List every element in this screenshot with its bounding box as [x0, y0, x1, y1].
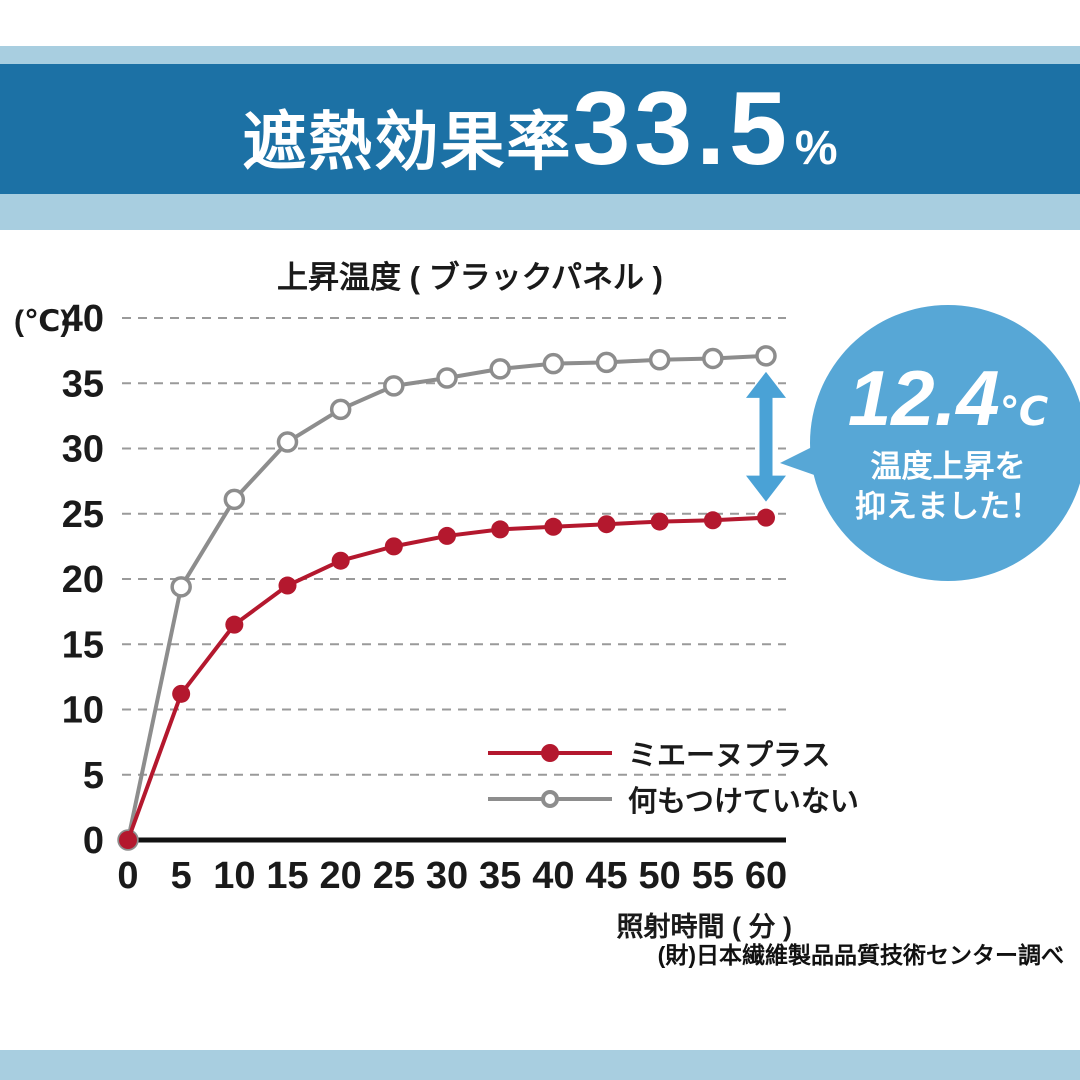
header-title-unit: %: [794, 122, 838, 175]
mid-stripe: [0, 194, 1080, 230]
series-markers-1: [117, 345, 777, 851]
annotation-text-line2: 抑えました！: [855, 489, 1041, 524]
annotation-text-line1: 温度上昇を: [870, 448, 1026, 484]
legend-item-nothing: 何もつけていない: [488, 784, 859, 818]
svg-text:60: 60: [745, 855, 787, 897]
bottom-stripe: [0, 1050, 1080, 1080]
annotation-value: 12.4℃: [848, 359, 1048, 437]
svg-text:35: 35: [62, 363, 104, 405]
source-credit: (財)日本繊維製品品質技術センター調べ: [657, 942, 1064, 968]
x-tick-labels: 0 5 10 15 20 25 30 35 40 45 50 55 60: [117, 855, 787, 897]
svg-text:50: 50: [639, 855, 681, 897]
x-axis-label: 照射時間 ( 分 ): [617, 912, 793, 942]
header-title-prefix: 遮熱効果率: [242, 106, 573, 178]
header-band: 遮熱効果率 33.5 %: [0, 64, 1080, 194]
svg-text:20: 20: [62, 559, 104, 601]
top-stripe: [0, 46, 1080, 64]
svg-text:25: 25: [62, 494, 104, 536]
annotation-unit: ℃: [999, 389, 1049, 434]
chart-title: 上昇温度 ( ブラックパネル ): [277, 260, 663, 295]
series-markers-0: [119, 508, 775, 849]
svg-text:0: 0: [117, 855, 138, 897]
svg-text:40: 40: [532, 855, 574, 897]
svg-text:30: 30: [426, 855, 468, 897]
difference-arrow: [746, 371, 786, 502]
svg-text:25: 25: [373, 855, 415, 897]
y-axis-unit: (℃): [14, 305, 70, 338]
svg-text:0: 0: [83, 820, 104, 862]
svg-text:15: 15: [62, 624, 104, 666]
svg-text:5: 5: [171, 855, 192, 897]
bubble-tail: [780, 443, 820, 477]
legend-label: ミエーヌプラス: [628, 740, 831, 772]
legend-line-red: [488, 744, 612, 762]
legend-line-gray: [488, 790, 612, 808]
y-tick-labels: 0 5 10 15 20 25 30 35 40: [62, 298, 104, 862]
gridlines: [122, 317, 786, 776]
svg-text:45: 45: [585, 855, 627, 897]
svg-text:10: 10: [213, 855, 255, 897]
svg-text:20: 20: [320, 855, 362, 897]
annotation-number: 12.4: [847, 353, 1000, 442]
legend-item-mienne: ミエーヌプラス: [488, 738, 859, 772]
svg-text:40: 40: [62, 298, 104, 340]
legend-label: 何もつけていない: [628, 786, 859, 818]
svg-text:55: 55: [692, 855, 734, 897]
svg-text:30: 30: [62, 429, 104, 471]
svg-text:5: 5: [83, 755, 104, 797]
svg-text:35: 35: [479, 855, 521, 897]
header-title-value: 33.5: [572, 71, 791, 187]
annotation-bubble: 12.4℃ 温度上昇を 抑えました！: [780, 305, 1080, 581]
svg-text:15: 15: [266, 855, 308, 897]
open-dot-icon: [541, 790, 559, 808]
legend: ミエーヌプラス 何もつけていない: [488, 738, 859, 818]
filled-dot-icon: [541, 744, 559, 762]
svg-text:10: 10: [62, 690, 104, 732]
